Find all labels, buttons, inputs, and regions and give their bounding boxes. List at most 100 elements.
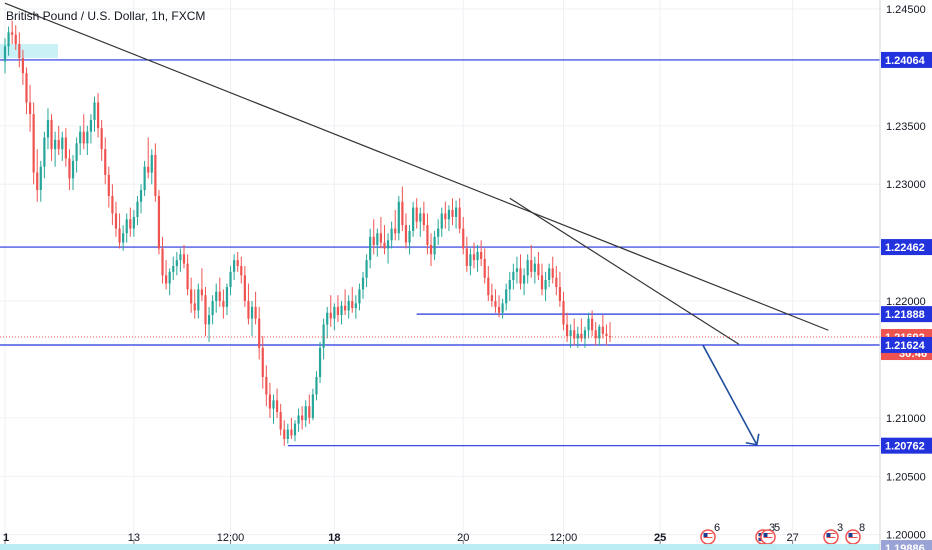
candle-body bbox=[458, 207, 461, 229]
candle-body bbox=[369, 236, 372, 261]
candle-body bbox=[311, 394, 314, 418]
candle-body bbox=[150, 155, 153, 173]
candle-body bbox=[254, 306, 257, 319]
candle-body bbox=[61, 137, 64, 150]
candle-body bbox=[526, 260, 529, 276]
candle-body bbox=[308, 406, 311, 418]
candle-body bbox=[250, 306, 254, 319]
candle-body bbox=[591, 318, 594, 331]
price-tick-label: 1.20000 bbox=[886, 530, 926, 542]
price-tick-label: 1.21000 bbox=[886, 413, 926, 425]
flag-canton bbox=[763, 533, 768, 537]
candle-body bbox=[168, 271, 171, 284]
time-tick-label: 12:00 bbox=[550, 532, 578, 544]
candle-body bbox=[487, 277, 490, 296]
chart-title: British Pound / U.S. Dollar, 1h, FXCM bbox=[6, 9, 206, 23]
candle-body bbox=[315, 376, 318, 395]
candle-body bbox=[544, 280, 547, 290]
price-tag[interactable] bbox=[881, 437, 932, 454]
candle-body bbox=[32, 114, 35, 173]
candle-body bbox=[501, 303, 504, 313]
candle-body bbox=[68, 158, 71, 179]
flag-canton bbox=[703, 533, 708, 537]
candle-body bbox=[104, 149, 107, 175]
event-count: 3 bbox=[837, 522, 843, 534]
projection-arrow bbox=[702, 345, 760, 446]
candle-body bbox=[505, 289, 508, 304]
candle-body bbox=[82, 131, 85, 144]
candle-body bbox=[372, 236, 375, 245]
price-tag[interactable] bbox=[881, 239, 932, 256]
price-tick-label: 1.22000 bbox=[886, 296, 926, 308]
candle-body bbox=[204, 295, 207, 325]
flag-canton bbox=[848, 533, 853, 537]
horizontal-levels bbox=[0, 59, 880, 447]
price-tag[interactable] bbox=[881, 51, 932, 68]
arrow-shaft bbox=[702, 345, 758, 446]
candle-body bbox=[462, 228, 465, 249]
candle-body bbox=[490, 295, 493, 302]
candle-body bbox=[186, 263, 189, 290]
candle-body bbox=[283, 429, 286, 439]
candle-body bbox=[598, 326, 601, 339]
candle-body bbox=[200, 289, 203, 296]
candle-body bbox=[290, 429, 293, 436]
candle-body bbox=[440, 213, 443, 229]
flag-stripe bbox=[848, 539, 858, 540]
us-flag-icon[interactable]: 5 bbox=[760, 522, 780, 545]
candle-body bbox=[483, 258, 486, 278]
event-count: 3 bbox=[769, 522, 775, 534]
time-axis[interactable]: 1 13 12:00 18 20 12:00 25 27 bbox=[3, 532, 799, 544]
flag-stripe bbox=[826, 533, 836, 534]
candle-body bbox=[46, 119, 50, 138]
price-tag[interactable] bbox=[881, 336, 932, 353]
candle-body bbox=[476, 251, 479, 261]
candle-body bbox=[39, 166, 42, 191]
price-tag[interactable] bbox=[881, 306, 932, 323]
candle-body bbox=[408, 230, 411, 243]
candle-body bbox=[508, 280, 511, 290]
trend-line[interactable] bbox=[509, 197, 740, 345]
candle-body bbox=[118, 228, 121, 243]
candle-body bbox=[573, 330, 576, 339]
candle-body bbox=[293, 423, 297, 436]
price-axis[interactable]: 1.24500 1.23500 1.23000 1.22000 1.21000 1.205… bbox=[881, 4, 932, 550]
flag-stripe bbox=[848, 533, 858, 534]
candle-body bbox=[548, 268, 551, 281]
flag-stripe bbox=[763, 537, 773, 538]
candle-body bbox=[555, 277, 558, 288]
candle-body bbox=[132, 216, 135, 229]
candle-body bbox=[394, 228, 397, 234]
flag-stripe bbox=[763, 539, 773, 540]
candle-body bbox=[225, 287, 229, 307]
candle-body bbox=[533, 263, 536, 272]
flag-stripe bbox=[826, 539, 836, 540]
candle-body bbox=[25, 73, 28, 103]
candle-body bbox=[197, 289, 200, 311]
candle-body bbox=[433, 236, 436, 255]
candle-body bbox=[107, 174, 110, 196]
candle-body bbox=[89, 119, 93, 132]
candle-body bbox=[351, 301, 354, 309]
price-tick-label: 1.23500 bbox=[886, 121, 926, 133]
trend-line[interactable] bbox=[4, 2, 829, 331]
candle-body bbox=[587, 318, 590, 331]
price-tag-label: 1.24064 bbox=[885, 55, 926, 67]
price-tick-label: 1.24500 bbox=[886, 4, 926, 16]
us-flag-icon[interactable]: 6 bbox=[700, 522, 720, 545]
candle-body bbox=[519, 268, 522, 284]
candle-body bbox=[154, 155, 157, 196]
candle-body bbox=[100, 128, 103, 150]
candle-body bbox=[236, 260, 239, 267]
candle-body bbox=[365, 260, 368, 278]
candle-body bbox=[326, 312, 329, 325]
candle-body bbox=[182, 254, 186, 264]
candle-body bbox=[551, 268, 554, 278]
candle-body bbox=[472, 254, 476, 261]
candle-body bbox=[429, 244, 433, 255]
candle-body bbox=[157, 195, 161, 249]
price-tag[interactable] bbox=[881, 540, 932, 550]
candle-body bbox=[576, 333, 579, 339]
flag-stripe bbox=[703, 539, 713, 540]
